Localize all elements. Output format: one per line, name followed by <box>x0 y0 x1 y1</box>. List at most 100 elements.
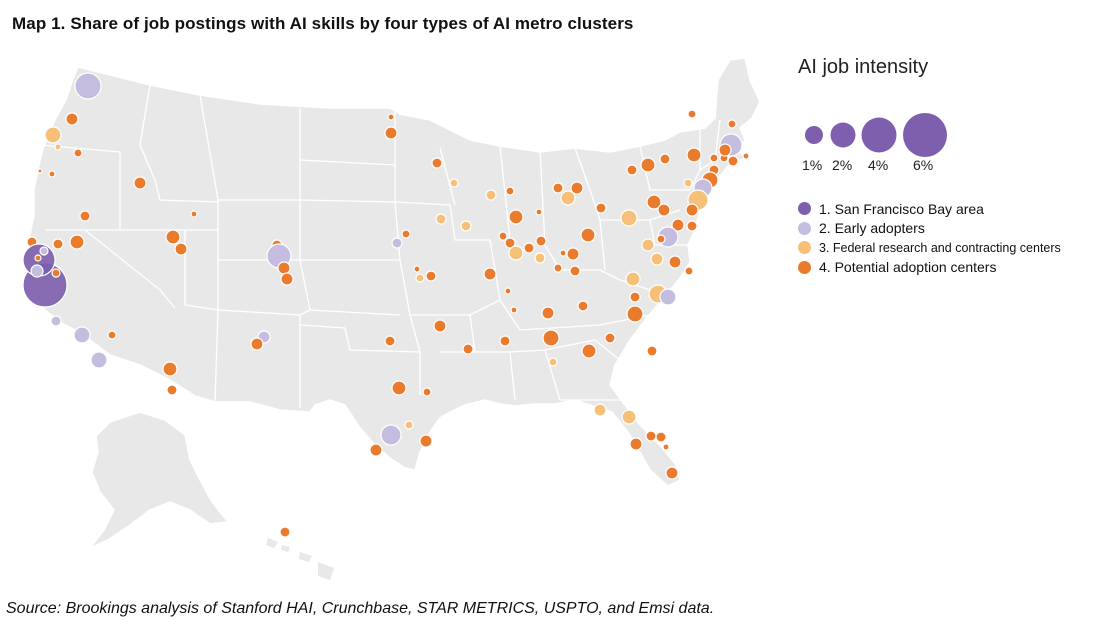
legend-size-circle-4 <box>861 117 897 153</box>
metro-dot-potential <box>566 247 580 261</box>
state-borders <box>39 84 721 408</box>
metro-dot-potential <box>686 147 702 163</box>
metro-dot-potential <box>401 229 411 239</box>
metro-dot-potential <box>505 186 515 196</box>
metro-dot-potential <box>250 337 264 351</box>
metro-dot-federal <box>560 190 576 206</box>
metro-dot-potential <box>162 361 178 377</box>
metro-dot-federal <box>641 238 655 252</box>
metro-dot-potential <box>580 227 596 243</box>
metro-dot-potential <box>387 113 395 121</box>
alaska-shape <box>89 411 230 549</box>
metro-dot-federal <box>625 271 641 287</box>
hawaii-shape <box>266 538 278 548</box>
metro-dot-potential <box>279 526 291 538</box>
legend-item-sf: 1. San Francisco Bay area <box>798 199 1098 219</box>
metro-dot-potential <box>523 242 535 254</box>
metro-dot-potential <box>277 261 291 275</box>
metro-dot-potential <box>626 164 638 176</box>
metro-dot-potential <box>174 242 188 256</box>
metro-dot-potential <box>595 202 607 214</box>
metro-dot-early <box>391 237 403 249</box>
metro-dot-early <box>39 246 49 256</box>
legend-label-early: 2. Early adopters <box>819 220 925 237</box>
metro-dots <box>22 72 750 538</box>
metro-dot-potential <box>541 306 555 320</box>
map-land <box>25 57 761 580</box>
metro-dot-federal <box>44 126 62 144</box>
metro-dot-potential <box>687 109 697 119</box>
metro-dot-potential <box>665 466 679 480</box>
metro-dot-early <box>74 72 102 100</box>
metro-dot-potential <box>742 152 750 160</box>
contiguous-us-shape <box>25 57 761 487</box>
metro-dot-potential <box>668 255 682 269</box>
metro-dot-potential <box>107 330 117 340</box>
metro-dot-potential <box>686 220 698 232</box>
legend-size-circle-6 <box>903 113 947 157</box>
metro-dot-potential <box>581 343 597 359</box>
metro-dot-potential <box>190 210 198 218</box>
metro-dot-potential <box>369 443 383 457</box>
metro-dot-federal <box>404 420 414 430</box>
metro-dot-federal <box>593 403 607 417</box>
metro-dot-potential <box>51 268 61 278</box>
legend-label-potential: 4. Potential adoption centers <box>819 259 997 276</box>
metro-dot-potential <box>483 267 497 281</box>
legend-size-label-4: 4% <box>868 157 889 173</box>
metro-dot-potential <box>552 182 564 194</box>
metro-dot-potential <box>727 119 737 129</box>
legend: AI job intensity 1% 2% 4% 6% 1. San Fran… <box>798 56 1098 277</box>
metro-dot-potential <box>433 319 447 333</box>
metro-dot-federal <box>683 178 693 188</box>
metro-dot-potential <box>165 229 181 245</box>
metro-dot-potential <box>640 157 656 173</box>
metro-dot-federal <box>485 189 497 201</box>
metro-dot-potential <box>280 272 294 286</box>
metro-dot-potential <box>431 157 443 169</box>
metro-dot-federal <box>548 357 558 367</box>
legend-size-circle-2 <box>830 122 856 148</box>
metro-dot-potential <box>504 287 512 295</box>
metro-dot-federal <box>650 252 664 266</box>
metro-dot-potential <box>498 231 508 241</box>
metro-dot-potential <box>133 176 147 190</box>
metro-dot-federal <box>621 409 637 425</box>
metro-dot-early <box>30 264 44 278</box>
legend-swatch-early <box>798 221 811 235</box>
metro-dot-potential <box>34 254 42 262</box>
metro-dot-federal <box>54 143 62 151</box>
legend-size-label-2: 2% <box>832 157 853 173</box>
metro-dot-early <box>73 326 91 344</box>
metro-dot-potential <box>384 126 398 140</box>
metro-dot-federal <box>449 178 459 188</box>
metro-dot-potential <box>166 384 178 396</box>
legend-title: AI job intensity <box>798 56 929 78</box>
legend-item-early: 2. Early adopters <box>798 219 1098 239</box>
metro-dot-potential <box>422 387 432 397</box>
metro-dot-potential <box>542 329 560 347</box>
metro-dot-potential <box>662 443 670 451</box>
metro-dot-early <box>50 315 62 327</box>
legend-size-scale: 1% 2% 4% 6% <box>798 79 1098 179</box>
metro-dot-potential <box>48 170 56 178</box>
metro-dot-potential <box>425 270 437 282</box>
metro-dot-potential <box>508 209 524 225</box>
metro-dot-federal <box>534 252 546 264</box>
metro-dot-potential <box>391 380 407 396</box>
metro-dot-potential <box>685 203 699 217</box>
metro-dot-potential <box>645 430 657 442</box>
hawaii-shape <box>281 545 290 552</box>
metro-dot-potential <box>504 237 516 249</box>
metro-dot-federal <box>508 245 524 261</box>
metro-dot-potential <box>684 266 694 276</box>
metro-dot-federal <box>415 273 425 283</box>
metro-dot-potential <box>65 112 79 126</box>
metro-dot-potential <box>462 343 474 355</box>
metro-dot-potential <box>73 148 83 158</box>
hawaii-shape <box>299 552 312 562</box>
metro-dot-potential <box>646 194 662 210</box>
metro-dot-potential <box>671 218 685 232</box>
metro-dot-potential <box>37 168 43 174</box>
legend-size-circles <box>805 113 947 157</box>
